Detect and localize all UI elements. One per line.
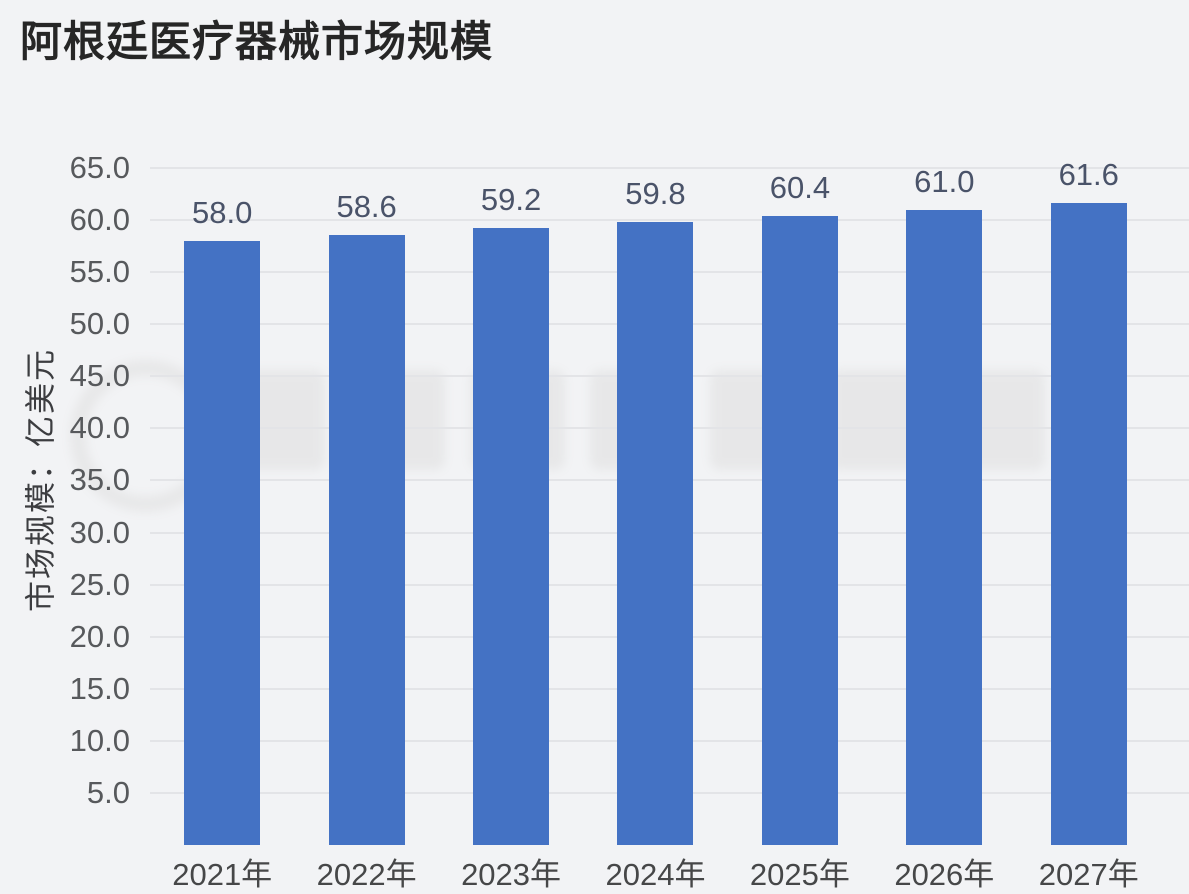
x-tick-label: 2023年	[461, 857, 562, 892]
bar-slot: 61.0	[872, 164, 1016, 845]
x-tick-label: 2021年	[172, 857, 273, 892]
y-tick-label: 10.0	[69, 722, 130, 758]
x-tick-label: 2024年	[605, 857, 706, 892]
bar-value-label: 60.4	[769, 169, 831, 205]
y-axis-title: 市场规模：亿美元	[23, 348, 59, 612]
bar-value-label: 59.8	[625, 176, 686, 212]
page-title: 阿根廷医疗器械市场规模	[20, 18, 494, 65]
gridline	[150, 219, 1189, 222]
bar-slot: 58.0	[150, 168, 294, 845]
x-tick-label: 2026年	[894, 857, 995, 892]
bar-slot: 58.6	[294, 168, 438, 845]
y-axis-ticks: 5.0 10.0 15.0 20.0 25.0 30.0 35.0 40.0 45.0 50.0 5…	[0, 150, 140, 845]
bar	[473, 228, 550, 845]
bar-slot: 60.4	[728, 168, 872, 845]
bar	[617, 222, 694, 845]
x-tick-label: 2022年	[316, 857, 417, 892]
x-axis-ticks: 2021年 2022年 2023年 2024年 2025年 2026年 2027年	[150, 849, 1161, 892]
bar-value-label: 58.0	[192, 194, 253, 230]
y-tick-label: 25.0	[69, 566, 130, 602]
y-tick-label: 35.0	[69, 462, 130, 498]
x-tick-label: 2027年	[1038, 857, 1139, 892]
bar	[328, 234, 405, 845]
bar-value-label: 59.2	[480, 182, 542, 218]
y-tick-label: 20.0	[69, 618, 130, 654]
bar-series: 58.0 58.6 59.2 59.8 60.4 61.0 61.6	[150, 157, 1161, 845]
y-tick-label: 30.0	[69, 514, 130, 550]
y-tick-label: 5.0	[86, 774, 130, 810]
y-tick-label: 50.0	[69, 306, 130, 342]
y-tick-label: 15.0	[69, 670, 130, 706]
y-tick-label: 40.0	[69, 410, 130, 446]
bar-value-label: 58.6	[336, 188, 397, 224]
bar-slot: 59.8	[583, 168, 727, 845]
bar	[1050, 203, 1127, 845]
bar	[906, 209, 983, 845]
bar	[761, 215, 838, 845]
x-tick-label: 2025年	[749, 857, 850, 892]
bar-value-label: 61.6	[1058, 157, 1119, 193]
y-tick-label: 45.0	[69, 358, 130, 394]
gridline	[150, 167, 1189, 169]
bar-slot: 61.6	[1017, 157, 1161, 845]
bar-slot: 59.2	[439, 168, 583, 845]
bar	[184, 240, 261, 845]
y-tick-label: 55.0	[69, 254, 130, 290]
bar-value-label: 61.0	[914, 163, 975, 199]
y-tick-label: 60.0	[69, 202, 130, 238]
y-tick-label: 65.0	[69, 150, 130, 185]
